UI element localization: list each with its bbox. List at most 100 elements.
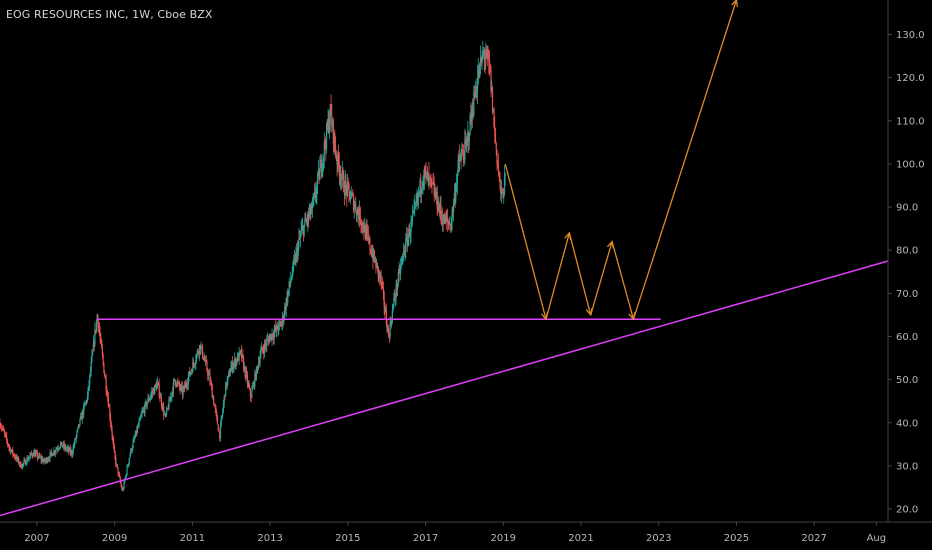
candle-body — [318, 170, 320, 180]
candle-body — [9, 447, 11, 449]
candle-body — [495, 142, 497, 150]
candle-body — [141, 412, 143, 415]
y-tick-label: 100.0 — [896, 159, 925, 170]
candle-body — [31, 454, 33, 456]
candle-body — [121, 489, 124, 491]
candle-body — [143, 409, 145, 413]
candle-body — [362, 222, 364, 229]
candle-body — [166, 408, 169, 409]
candle-body — [384, 306, 386, 312]
candle-body — [138, 421, 140, 426]
candle-body — [137, 425, 139, 427]
candle-body — [447, 221, 450, 224]
candle-body — [148, 398, 150, 401]
candle-body — [436, 191, 438, 209]
candle-body — [408, 228, 410, 238]
candle-body — [156, 383, 158, 390]
candle-body — [269, 336, 271, 343]
candle-body — [343, 174, 345, 192]
candle-body — [247, 383, 249, 385]
candle-body — [480, 57, 482, 64]
candle-body — [286, 298, 288, 303]
candle-body — [352, 195, 355, 211]
candle-body — [414, 202, 417, 204]
candle-body — [409, 233, 411, 237]
candle-body — [217, 424, 219, 432]
candle-body — [183, 385, 185, 390]
candle-body — [157, 382, 160, 385]
candle-body — [108, 406, 110, 408]
candle-body — [378, 271, 380, 276]
candle-body — [146, 402, 148, 407]
candle-body — [170, 397, 172, 398]
y-tick-label: 120.0 — [896, 73, 925, 84]
candle-body — [204, 359, 207, 362]
candle-body — [344, 181, 346, 196]
candle-body — [467, 132, 470, 142]
candle-body — [431, 178, 433, 183]
candle-body — [83, 404, 86, 406]
projection-segment[interactable] — [545, 232, 570, 320]
candle-body — [479, 57, 482, 64]
candle-body — [354, 203, 356, 207]
candle-body — [228, 372, 231, 377]
candle-body — [166, 408, 168, 414]
candle-body — [381, 282, 383, 285]
y-tick-label: 130.0 — [896, 30, 925, 41]
candles-layer — [0, 40, 506, 492]
x-tick-label: 2027 — [801, 533, 826, 544]
candle-body — [142, 410, 144, 413]
candle-body — [210, 382, 213, 387]
candle-body — [127, 465, 129, 467]
candle-body — [61, 441, 63, 447]
candle-body — [497, 163, 499, 165]
candle-body — [366, 228, 368, 232]
candle-body — [334, 146, 337, 155]
candle-body — [126, 466, 128, 475]
candle-body — [164, 414, 166, 416]
candle-body — [68, 447, 70, 452]
candle-body — [313, 195, 315, 201]
candle-body — [348, 184, 350, 192]
candle-body — [243, 358, 245, 370]
candle-body — [420, 188, 423, 193]
candle-body — [216, 412, 218, 417]
projection-segment[interactable] — [504, 163, 547, 320]
candle-body — [268, 339, 270, 343]
projection-segment[interactable] — [568, 232, 592, 316]
ascending-trendline[interactable] — [0, 260, 889, 517]
candle-body — [33, 452, 35, 457]
candle-body — [58, 448, 60, 449]
candle-body — [481, 55, 483, 64]
candle-body — [449, 224, 451, 226]
candle-body — [428, 173, 430, 179]
candle-body — [69, 448, 71, 453]
candle-body — [225, 382, 228, 388]
candle-body — [85, 400, 87, 404]
candle-body — [201, 346, 204, 358]
candle-body — [186, 384, 189, 386]
candle-body — [273, 331, 275, 338]
candle-body — [136, 430, 138, 433]
candle-body — [336, 158, 338, 165]
candle-body — [207, 370, 209, 376]
candle-body — [34, 453, 36, 457]
candle-body — [87, 386, 89, 396]
candle-body — [238, 351, 240, 361]
projection-segment[interactable] — [611, 241, 635, 320]
candle-body — [176, 381, 178, 386]
candle-body — [487, 52, 489, 60]
projection-segment[interactable] — [632, 0, 738, 320]
candle-body — [89, 371, 92, 376]
projection-segment[interactable] — [590, 241, 613, 316]
candle-body — [115, 464, 118, 465]
candle-body — [430, 178, 432, 180]
candle-body — [178, 382, 180, 387]
candle-body — [41, 458, 43, 461]
candle-body — [315, 194, 317, 197]
candle-body — [123, 481, 125, 489]
candle-body — [50, 451, 52, 454]
candle-body — [89, 375, 91, 386]
